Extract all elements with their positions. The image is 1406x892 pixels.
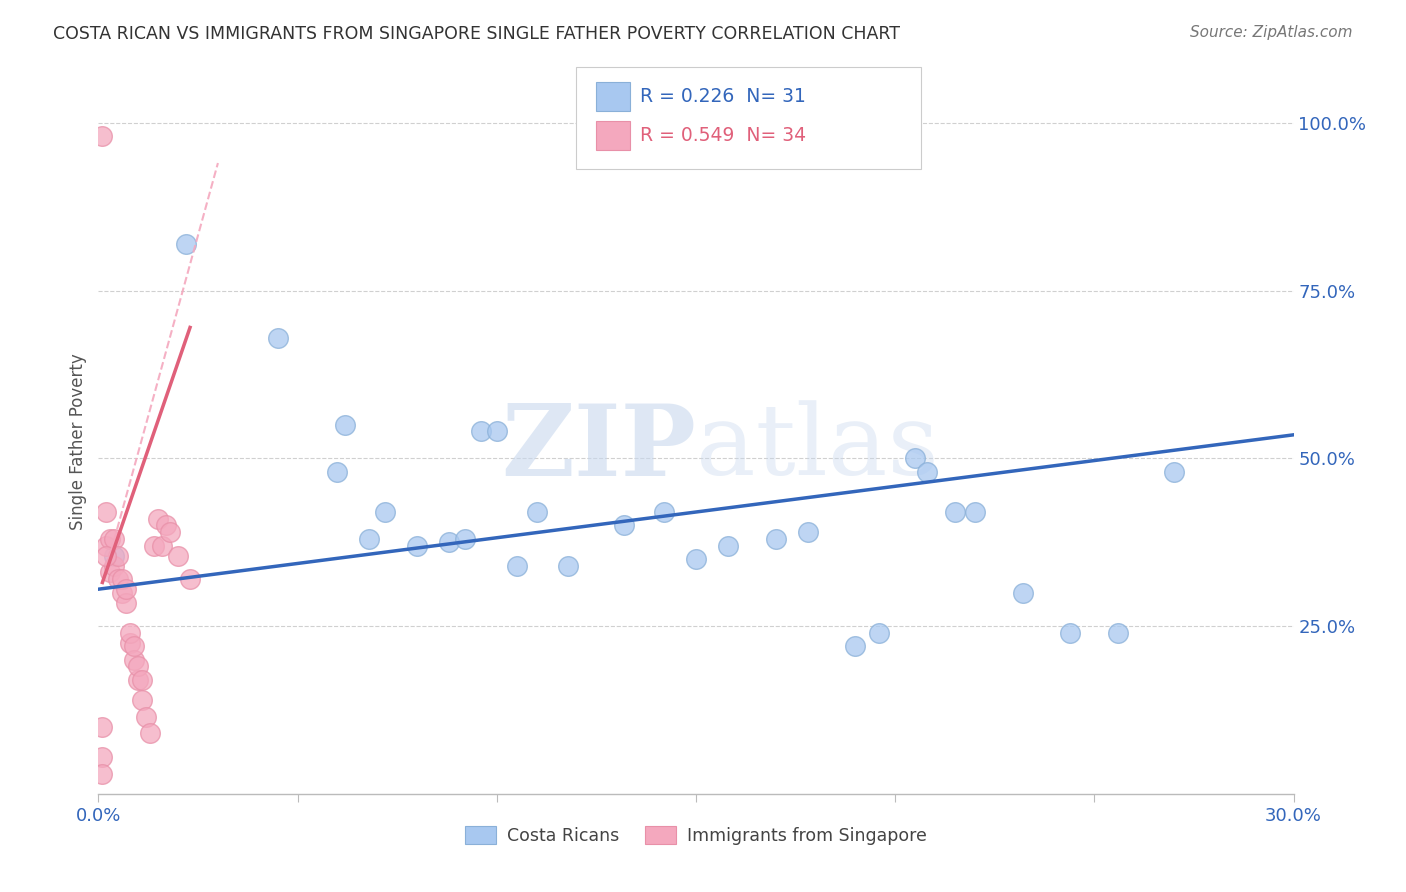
Point — [96, 539, 118, 553]
Point — [103, 558, 125, 573]
Point — [526, 505, 548, 519]
Point — [115, 596, 138, 610]
Point — [943, 505, 966, 519]
Point — [103, 532, 125, 546]
Point — [335, 417, 357, 432]
Point — [124, 653, 146, 667]
Point — [437, 535, 460, 549]
Point — [150, 539, 173, 553]
Point — [131, 673, 153, 687]
Point — [557, 558, 579, 573]
Point — [844, 639, 866, 653]
Point — [91, 766, 114, 780]
Point — [174, 236, 197, 251]
Point — [1163, 465, 1185, 479]
Text: Source: ZipAtlas.com: Source: ZipAtlas.com — [1189, 25, 1353, 40]
Point — [120, 636, 142, 650]
Point — [454, 532, 477, 546]
Point — [326, 465, 349, 479]
Point — [406, 539, 429, 553]
Point — [1107, 625, 1129, 640]
Text: atlas: atlas — [696, 401, 939, 497]
Point — [91, 129, 114, 144]
Point — [107, 549, 129, 563]
Point — [613, 518, 636, 533]
Point — [652, 505, 675, 519]
Point — [470, 425, 492, 439]
Point — [374, 505, 396, 519]
Point — [111, 585, 134, 599]
Point — [765, 532, 787, 546]
Point — [359, 532, 381, 546]
Point — [868, 625, 890, 640]
Point — [717, 539, 740, 553]
Legend: Costa Ricans, Immigrants from Singapore: Costa Ricans, Immigrants from Singapore — [458, 820, 934, 852]
Point — [98, 532, 122, 546]
Point — [124, 639, 146, 653]
Point — [96, 505, 118, 519]
Point — [107, 572, 129, 586]
Point — [167, 549, 190, 563]
Text: COSTA RICAN VS IMMIGRANTS FROM SINGAPORE SINGLE FATHER POVERTY CORRELATION CHART: COSTA RICAN VS IMMIGRANTS FROM SINGAPORE… — [53, 25, 900, 43]
Point — [148, 512, 170, 526]
Point — [115, 582, 138, 597]
Point — [143, 539, 166, 553]
Point — [91, 720, 114, 734]
Point — [904, 451, 927, 466]
Text: ZIP: ZIP — [501, 401, 696, 497]
Point — [103, 549, 125, 563]
Point — [179, 572, 201, 586]
Point — [127, 673, 149, 687]
Y-axis label: Single Father Poverty: Single Father Poverty — [69, 353, 87, 530]
Point — [155, 518, 177, 533]
Point — [120, 625, 142, 640]
Point — [135, 709, 157, 723]
Point — [91, 750, 114, 764]
Point — [1059, 625, 1081, 640]
Point — [131, 693, 153, 707]
Text: R = 0.226  N= 31: R = 0.226 N= 31 — [640, 87, 806, 106]
Point — [685, 552, 707, 566]
Point — [98, 566, 122, 580]
Point — [915, 465, 938, 479]
Point — [159, 525, 181, 540]
Point — [1011, 585, 1033, 599]
Point — [963, 505, 986, 519]
Point — [96, 549, 118, 563]
Text: R = 0.549  N= 34: R = 0.549 N= 34 — [640, 126, 806, 145]
Point — [506, 558, 529, 573]
Point — [267, 330, 290, 344]
Point — [485, 425, 508, 439]
Point — [127, 659, 149, 673]
Point — [796, 525, 818, 540]
Point — [139, 726, 162, 740]
Point — [111, 572, 134, 586]
